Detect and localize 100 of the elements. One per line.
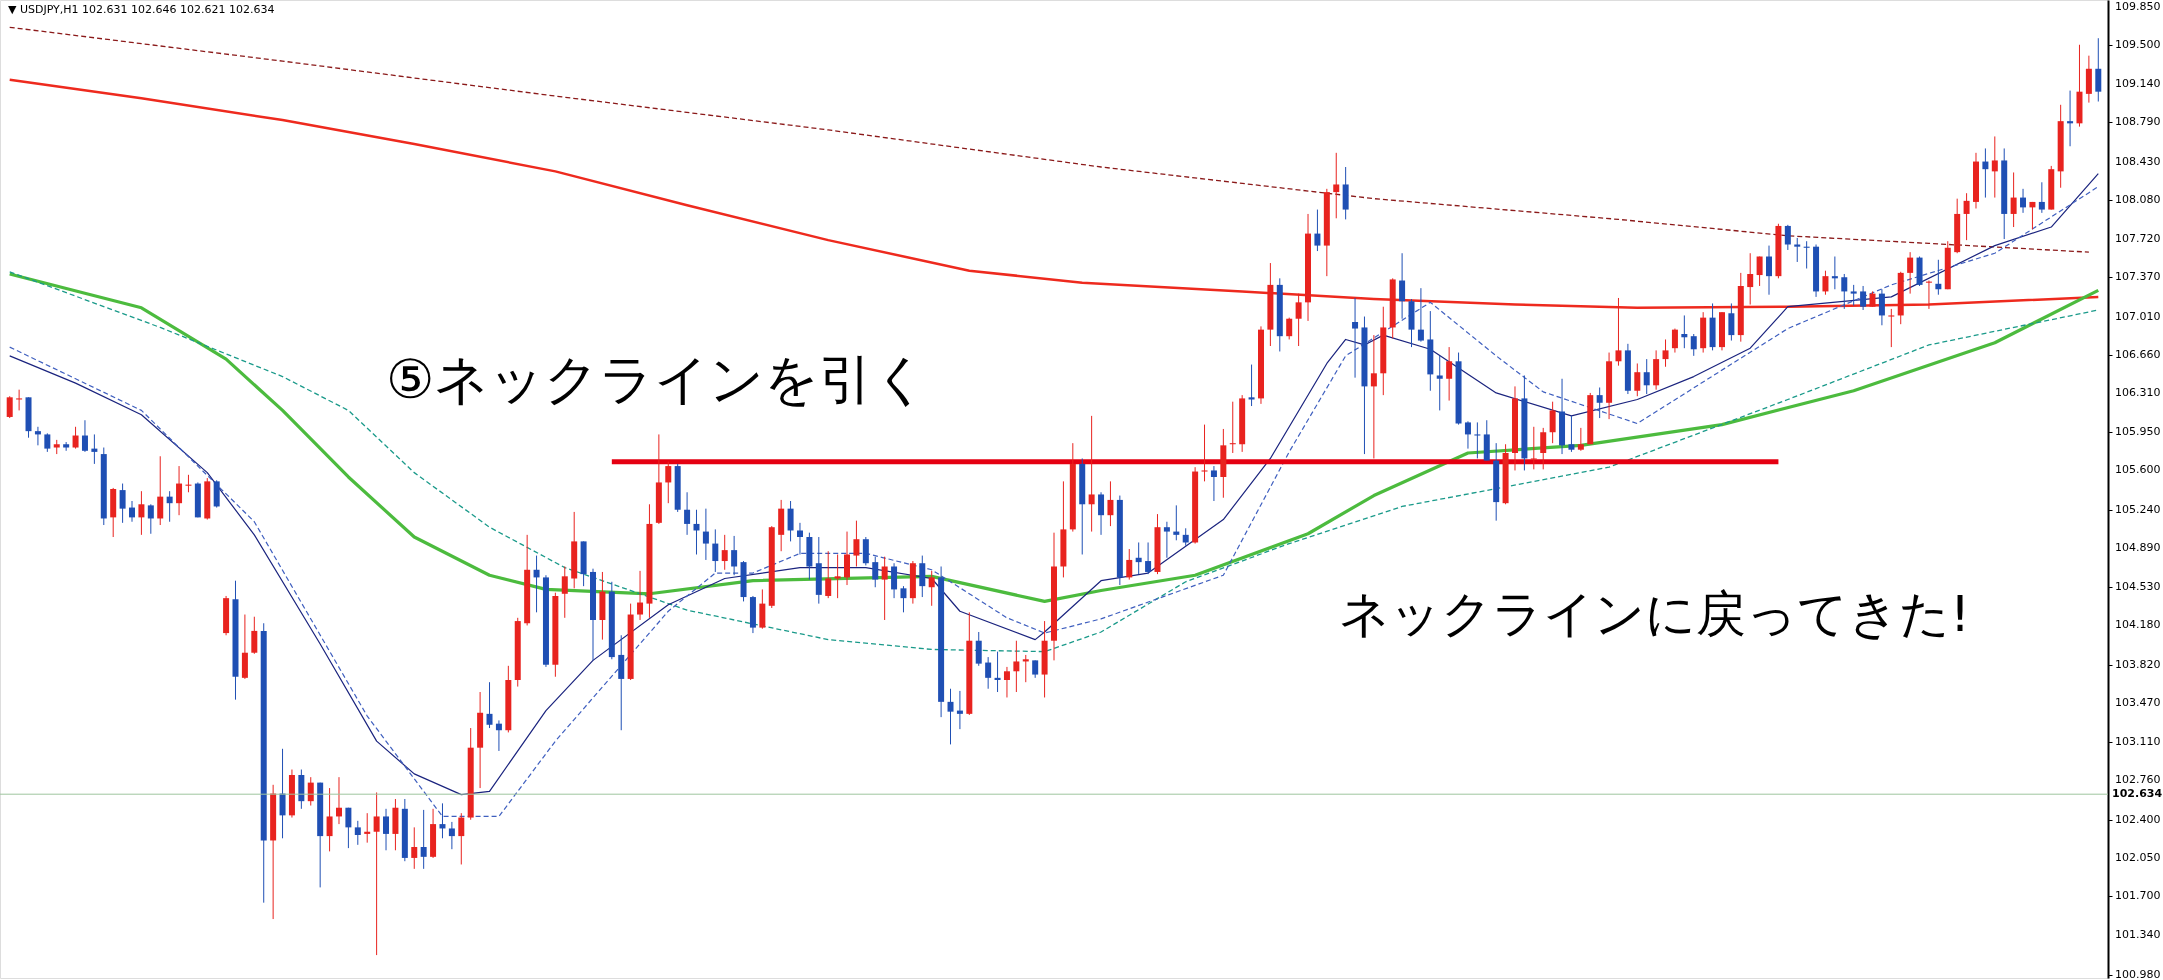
candlestick [1126,548,1133,581]
candlestick [1464,420,1471,450]
candlestick [1201,424,1208,482]
candlestick [1794,237,1801,263]
candlestick [251,616,258,655]
candlestick [44,432,51,453]
candlestick [561,566,568,619]
candlestick [872,556,879,588]
y-tick-label: 109.850 [2115,0,2161,13]
y-tick-label: 103.110 [2115,735,2161,749]
candlestick [712,528,719,573]
candlestick [853,520,860,567]
line-series [9,26,2090,253]
candlestick [1210,465,1217,502]
candlestick [1370,334,1377,459]
candlestick [994,651,1001,693]
candlestick [1982,147,1989,199]
candlestick [637,570,644,621]
candlestick [335,776,342,825]
candlestick [72,426,79,450]
y-tick-label: 104.530 [2115,580,2161,594]
candlestick [900,585,907,613]
candlestick [1577,427,1584,452]
candlestick [1333,152,1340,219]
candlestick [1436,355,1443,411]
candlestick [1446,346,1453,402]
y-tick-label: 108.790 [2115,115,2161,129]
candlestick [928,570,935,607]
candlestick [533,555,540,613]
candlestick [1173,504,1180,541]
candlestick [881,556,888,621]
candlestick [2029,201,2036,230]
candlestick [2020,188,2027,214]
candlestick [721,534,728,571]
y-tick-label: 107.370 [2115,270,2161,284]
candlestick [1766,245,1773,296]
candlestick [373,791,380,956]
candlestick [891,562,898,599]
candlestick [138,490,145,536]
y-tick-label: 108.430 [2115,154,2161,168]
candlestick [91,433,98,465]
y-tick-label: 108.080 [2115,192,2161,206]
candlestick [1935,259,1942,296]
y-tick-label: 102.400 [2115,812,2161,826]
candlestick [702,508,709,561]
candlestick [6,395,13,419]
candlestick [1530,426,1537,470]
y-tick-label: 106.310 [2115,385,2161,399]
candlestick [119,483,126,524]
candlestick [147,503,154,535]
candlestick [947,688,954,745]
candlestick [665,461,672,504]
candlestick [439,802,446,839]
y-tick-label: 107.720 [2115,232,2161,246]
y-tick-label: 104.890 [2115,540,2161,554]
candlestick [354,820,361,846]
candlestick [956,690,963,730]
candlestick [1662,338,1669,368]
candlestick [693,509,700,555]
candlestick [1003,666,1010,698]
candlestick [1850,284,1857,307]
candlestick [1784,224,1791,251]
y-tick-label: 104.180 [2115,618,2161,632]
candlestick [787,500,794,542]
candlestick [166,490,173,523]
candlestick [1022,654,1029,683]
candlestick [1831,256,1838,290]
candlestick [1352,297,1359,379]
candlestick [129,500,136,523]
candlestick [458,812,465,865]
candlestick [1690,333,1697,357]
candlestick [1399,252,1406,320]
candlestick [1671,328,1678,354]
y-tick-label: 109.140 [2115,77,2161,91]
y-tick-label: 101.340 [2115,928,2161,942]
candlestick [1681,314,1688,349]
candlestick [1145,541,1152,575]
candlestick [279,748,286,839]
annotation: ▼ USDJPY,H1 102.631 102.646 102.621 102.634 [8,3,275,16]
candlestick [1098,491,1105,536]
candlestick [2095,37,2102,103]
candlestick [1907,251,1914,295]
candlestick [2038,181,2045,214]
candlestick [1860,285,1867,311]
candlestick [975,631,982,667]
candlestick [825,550,832,599]
candlestick [1728,302,1735,342]
candlestick [1747,252,1754,306]
candlestick [2067,90,2074,147]
candlestick [1013,640,1020,693]
y-tick-label: 105.950 [2115,425,2161,439]
candlestick [420,809,427,870]
y-tick-label: 100.980 [2115,967,2161,980]
candlestick [1634,362,1641,397]
candlestick [307,776,314,807]
annotation: ⑤ネックラインを引く [386,348,929,411]
y-tick-label: 106.660 [2115,347,2161,361]
candlestick [2010,171,2017,228]
candlestick [326,787,333,852]
candlestick [1314,209,1321,252]
